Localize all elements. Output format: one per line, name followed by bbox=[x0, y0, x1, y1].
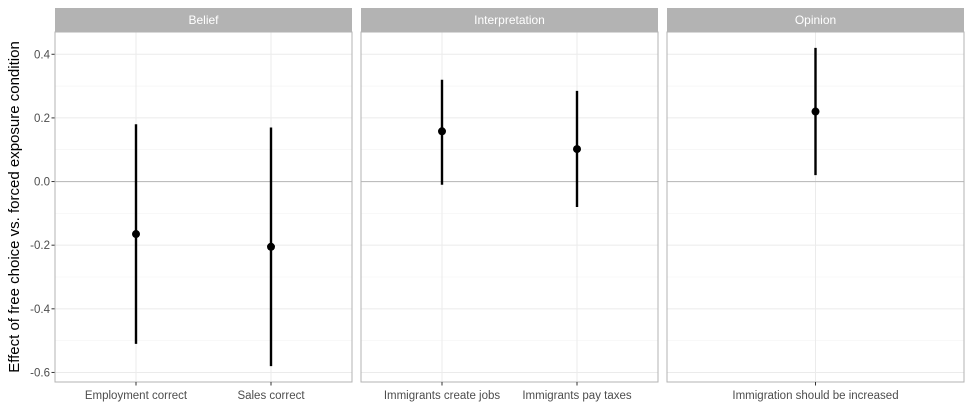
y-tick-label: 0.0 bbox=[34, 177, 50, 189]
y-tick-label: -0.4 bbox=[30, 304, 50, 316]
x-tick-label: Immigrants pay taxes bbox=[522, 390, 632, 402]
point-estimate bbox=[267, 242, 275, 251]
x-tick-label: Immigration should be increased bbox=[732, 390, 898, 402]
y-axis: -0.6 -0.4 -0.2 0.0 0.2 0.4 bbox=[30, 49, 55, 379]
panels: Belief Employment correct Sales correct Int… bbox=[54, 8, 965, 402]
y-tick-label: 0.4 bbox=[34, 49, 51, 61]
panel-border bbox=[54, 31, 353, 383]
panel-strip bbox=[361, 8, 658, 32]
x-tick-label: Employment correct bbox=[85, 390, 188, 402]
point-estimate bbox=[811, 107, 820, 116]
y-tick-label: -0.6 bbox=[30, 367, 50, 379]
point-estimate bbox=[573, 145, 581, 154]
point-estimate bbox=[132, 230, 140, 239]
panel-background bbox=[55, 32, 352, 382]
panel-title: Opinion bbox=[795, 13, 836, 27]
x-tick-label: Sales correct bbox=[237, 390, 305, 402]
panel-belief: Belief Employment correct Sales correct bbox=[54, 8, 353, 402]
y-axis-title: Effect of free choice vs. forced exposur… bbox=[6, 41, 23, 373]
panel-title: Belief bbox=[188, 13, 219, 27]
panel-opinion: Opinion Immigration should be increased bbox=[666, 8, 965, 402]
x-tick-label: Immigrants create jobs bbox=[384, 390, 501, 402]
panel-title: Interpretation bbox=[474, 13, 545, 27]
point-estimate bbox=[438, 127, 446, 136]
panel-strip bbox=[667, 8, 964, 32]
panel-interpretation: Interpretation Immigrants create jobs Immi… bbox=[360, 8, 659, 402]
y-tick-label: 0.2 bbox=[34, 113, 50, 125]
panel-strip bbox=[55, 8, 352, 32]
panel-background bbox=[361, 32, 658, 382]
panel-border bbox=[360, 31, 659, 383]
y-tick-label: -0.2 bbox=[30, 240, 50, 252]
